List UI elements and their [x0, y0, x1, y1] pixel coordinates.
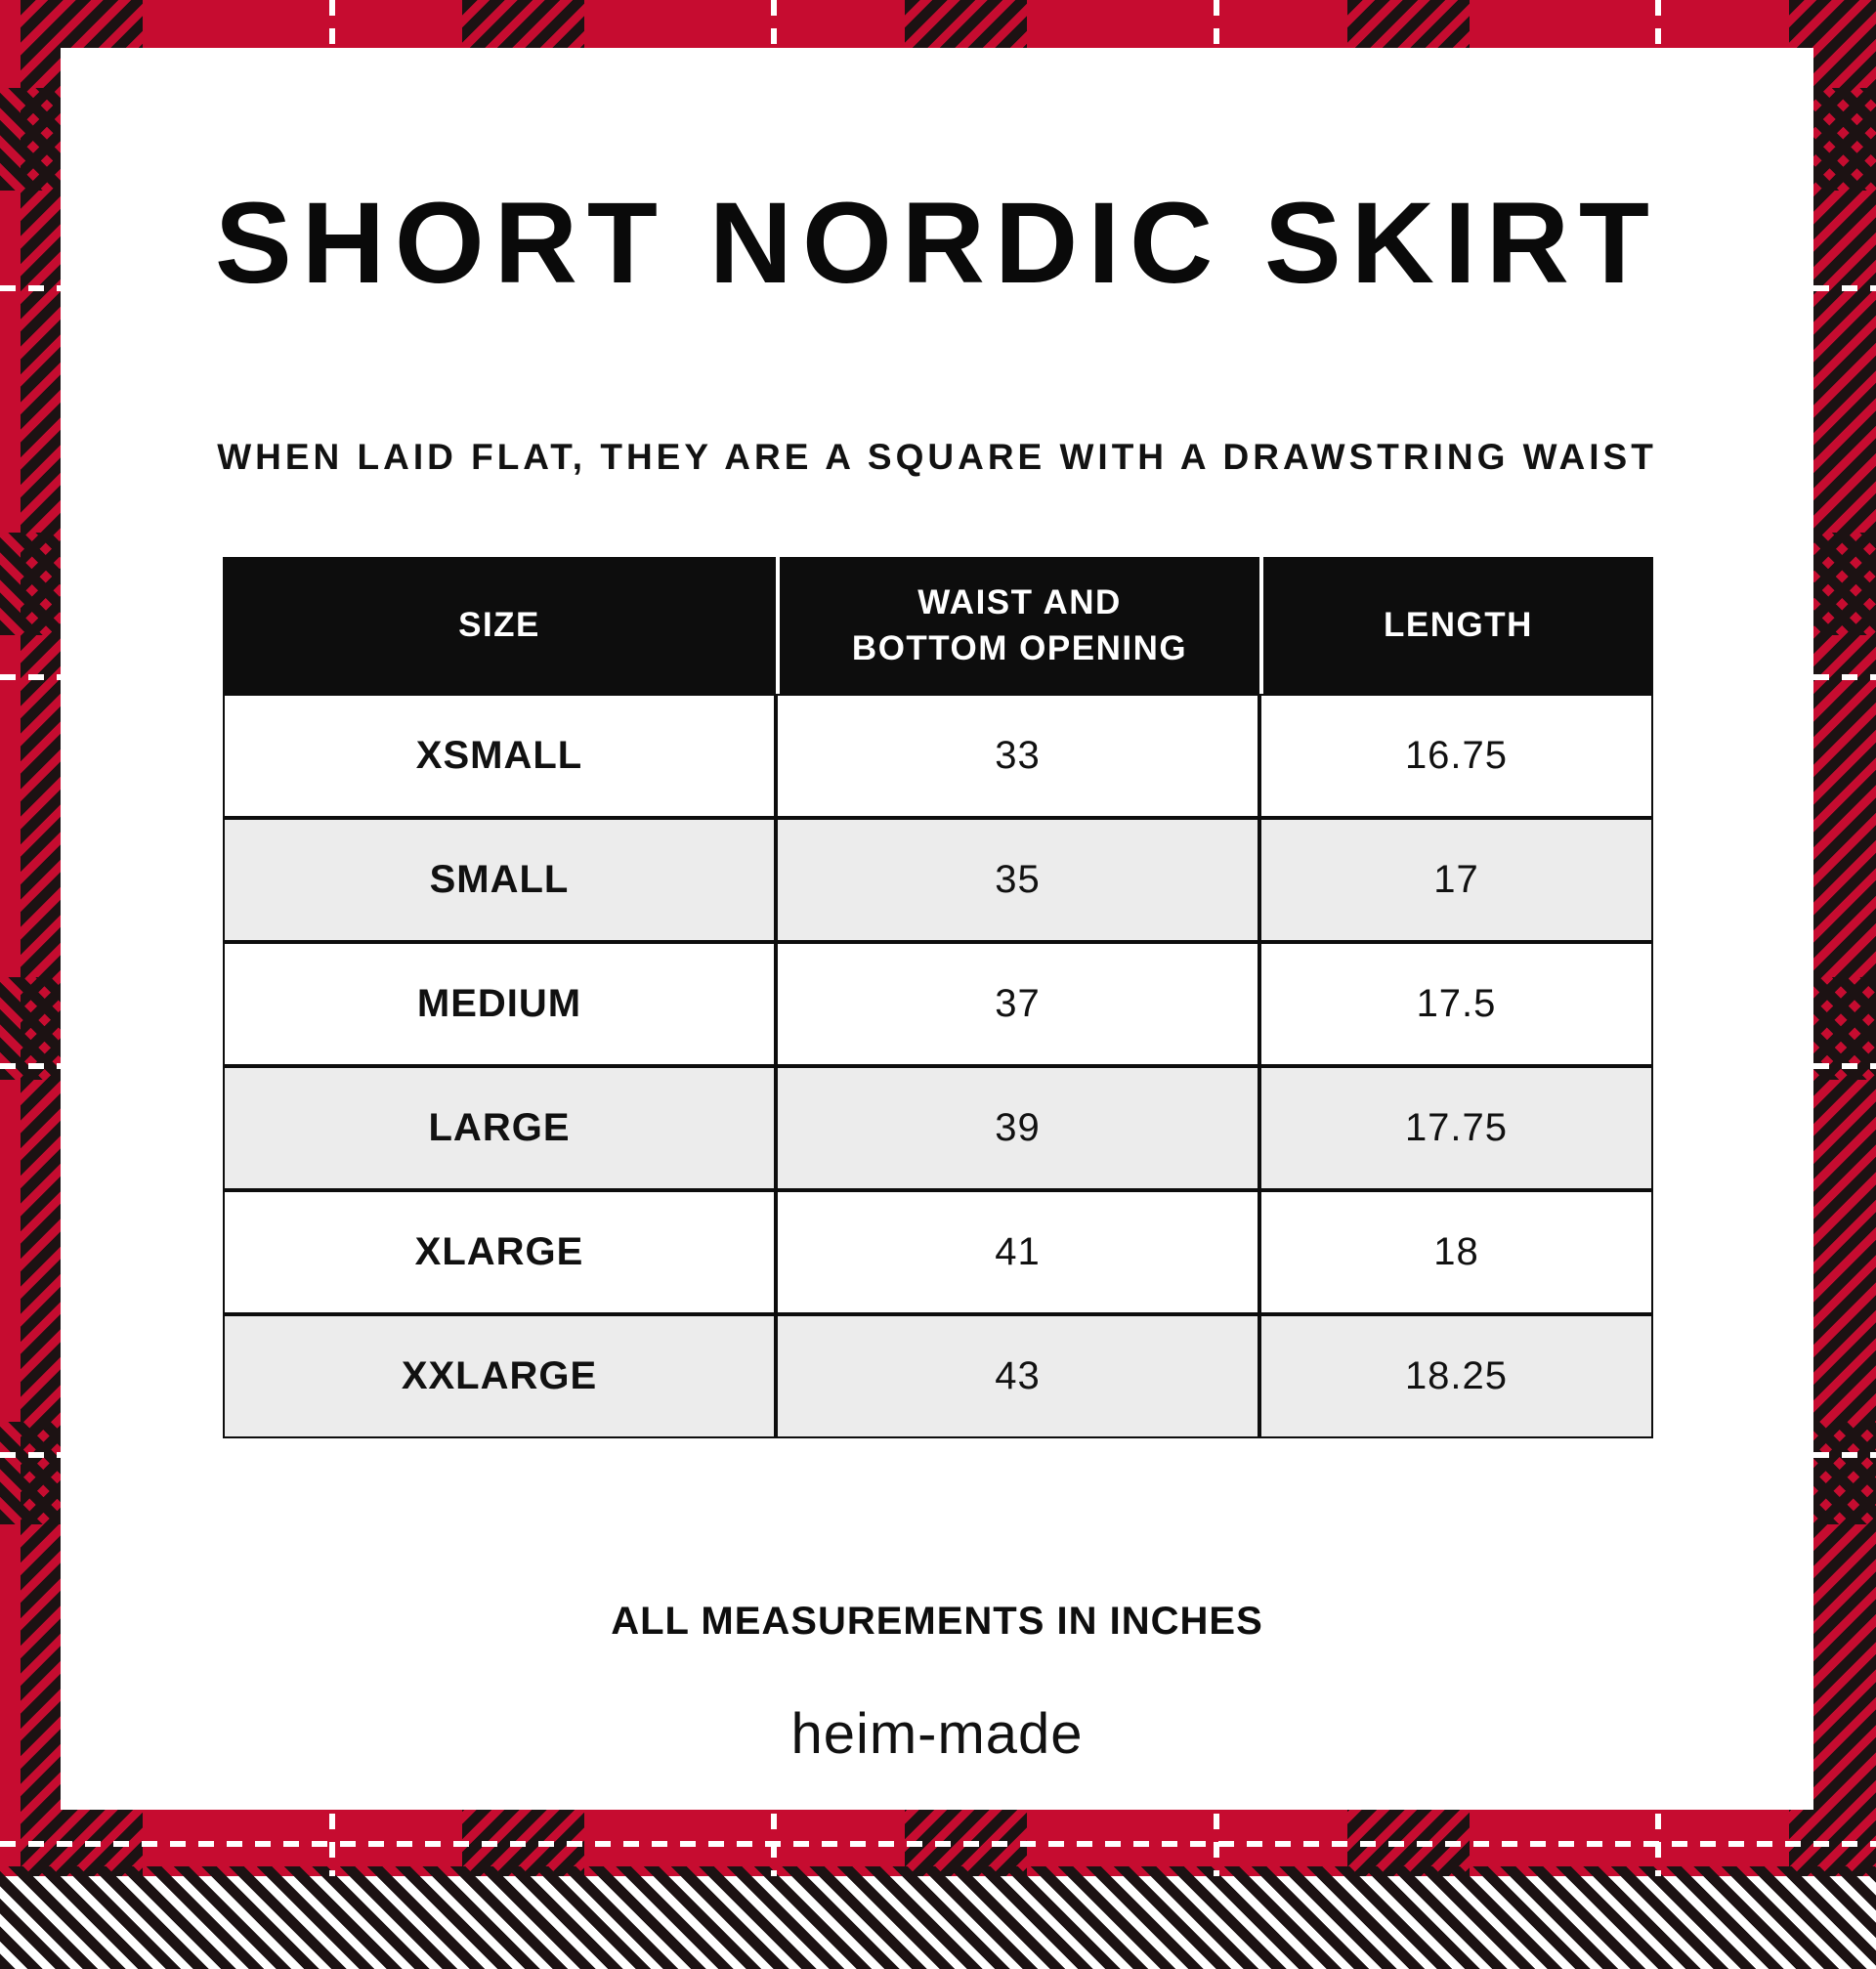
size-cell: XSMALL — [223, 694, 776, 818]
size-chart-table: SIZE WAIST AND BOTTOM OPENING LENGTH XSM… — [223, 557, 1653, 1438]
table-row: XXLARGE 43 18.25 — [223, 1314, 1653, 1438]
length-cell: 16.75 — [1259, 694, 1653, 818]
length-cell: 17.5 — [1259, 942, 1653, 1066]
length-cell: 18 — [1259, 1190, 1653, 1314]
waist-cell: 39 — [776, 1066, 1259, 1190]
size-cell: XLARGE — [223, 1190, 776, 1314]
column-header-waist: WAIST AND BOTTOM OPENING — [776, 557, 1259, 694]
size-cell: XXLARGE — [223, 1314, 776, 1438]
size-cell: SMALL — [223, 818, 776, 942]
table-row: XSMALL 33 16.75 — [223, 694, 1653, 818]
column-header-length: LENGTH — [1259, 557, 1653, 694]
content-panel: SHORT NORDIC SKIRT WHEN LAID FLAT, THEY … — [61, 48, 1813, 1810]
table-row: MEDIUM 37 17.5 — [223, 942, 1653, 1066]
table-row: SMALL 35 17 — [223, 818, 1653, 942]
brand-name: heim-made — [790, 1702, 1084, 1766]
plaid-horizontal-stripe-band — [0, 1866, 1876, 1969]
waist-cell: 37 — [776, 942, 1259, 1066]
page-title: SHORT NORDIC SKIRT — [215, 179, 1659, 308]
size-chart: SIZE WAIST AND BOTTOM OPENING LENGTH XSM… — [223, 557, 1653, 1438]
waist-cell: 43 — [776, 1314, 1259, 1438]
stitch-dashed-line-horizontal — [0, 1841, 1876, 1847]
table-header-row: SIZE WAIST AND BOTTOM OPENING LENGTH — [223, 557, 1653, 694]
table-row: LARGE 39 17.75 — [223, 1066, 1653, 1190]
size-cell: LARGE — [223, 1066, 776, 1190]
measurements-footnote: ALL MEASUREMENTS IN INCHES — [611, 1600, 1263, 1643]
size-cell: MEDIUM — [223, 942, 776, 1066]
waist-cell: 41 — [776, 1190, 1259, 1314]
length-cell: 17 — [1259, 818, 1653, 942]
page-subtitle: WHEN LAID FLAT, THEY ARE A SQUARE WITH A… — [217, 437, 1657, 477]
waist-cell: 35 — [776, 818, 1259, 942]
table-row: XLARGE 41 18 — [223, 1190, 1653, 1314]
waist-cell: 33 — [776, 694, 1259, 818]
length-cell: 17.75 — [1259, 1066, 1653, 1190]
column-header-size: SIZE — [223, 557, 776, 694]
length-cell: 18.25 — [1259, 1314, 1653, 1438]
